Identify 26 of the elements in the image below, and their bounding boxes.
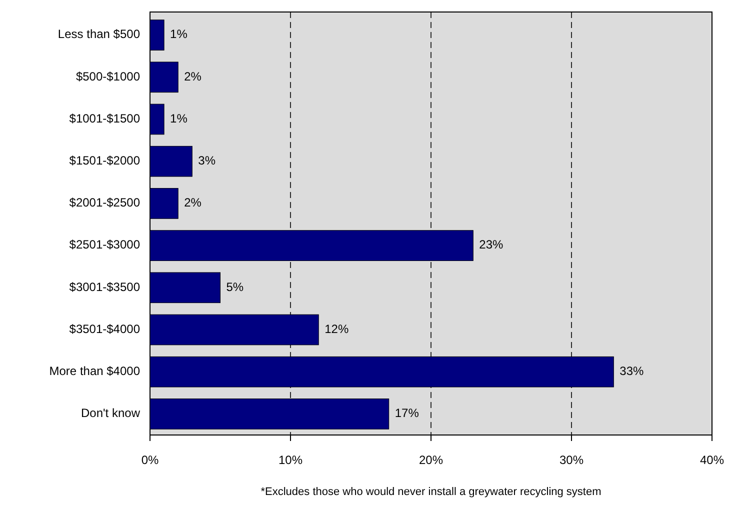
y-tick-label: More than $4000	[49, 364, 140, 378]
x-tick-label: 30%	[559, 453, 584, 467]
data-label: 2%	[184, 196, 202, 210]
data-label: 12%	[324, 322, 349, 336]
y-tick-label: $3501-$4000	[69, 322, 140, 336]
data-label: 17%	[394, 406, 420, 420]
data-label: 33%	[620, 364, 644, 378]
y-tick-label: $2001-$2500	[69, 196, 140, 210]
x-tick-label: 0%	[141, 453, 159, 467]
data-label: 1%	[170, 111, 188, 126]
data-label: 23%	[479, 238, 504, 252]
data-label: 5%	[226, 280, 244, 294]
data-label: 2%	[184, 69, 202, 84]
y-tick-label: $500-$1000	[76, 69, 140, 84]
text: *Excludes those who would never install a greywater recycling system	[260, 486, 602, 498]
x-tick-label: 10%	[278, 453, 303, 467]
y-tick-label: $3001-$3500	[69, 280, 140, 294]
x-tick-label: 20%	[418, 453, 444, 467]
x-tick-label: 40%	[700, 453, 724, 467]
data-label: 3%	[198, 154, 216, 168]
y-tick-label: $1501-$2000	[69, 154, 140, 168]
y-tick-label: Less than $500	[58, 27, 140, 42]
y-tick-label: Don't know	[81, 406, 140, 420]
y-tick-label: $1001-$1500	[69, 111, 140, 126]
data-label: 1%	[170, 27, 188, 42]
y-tick-label: $2501-$3000	[69, 238, 140, 252]
